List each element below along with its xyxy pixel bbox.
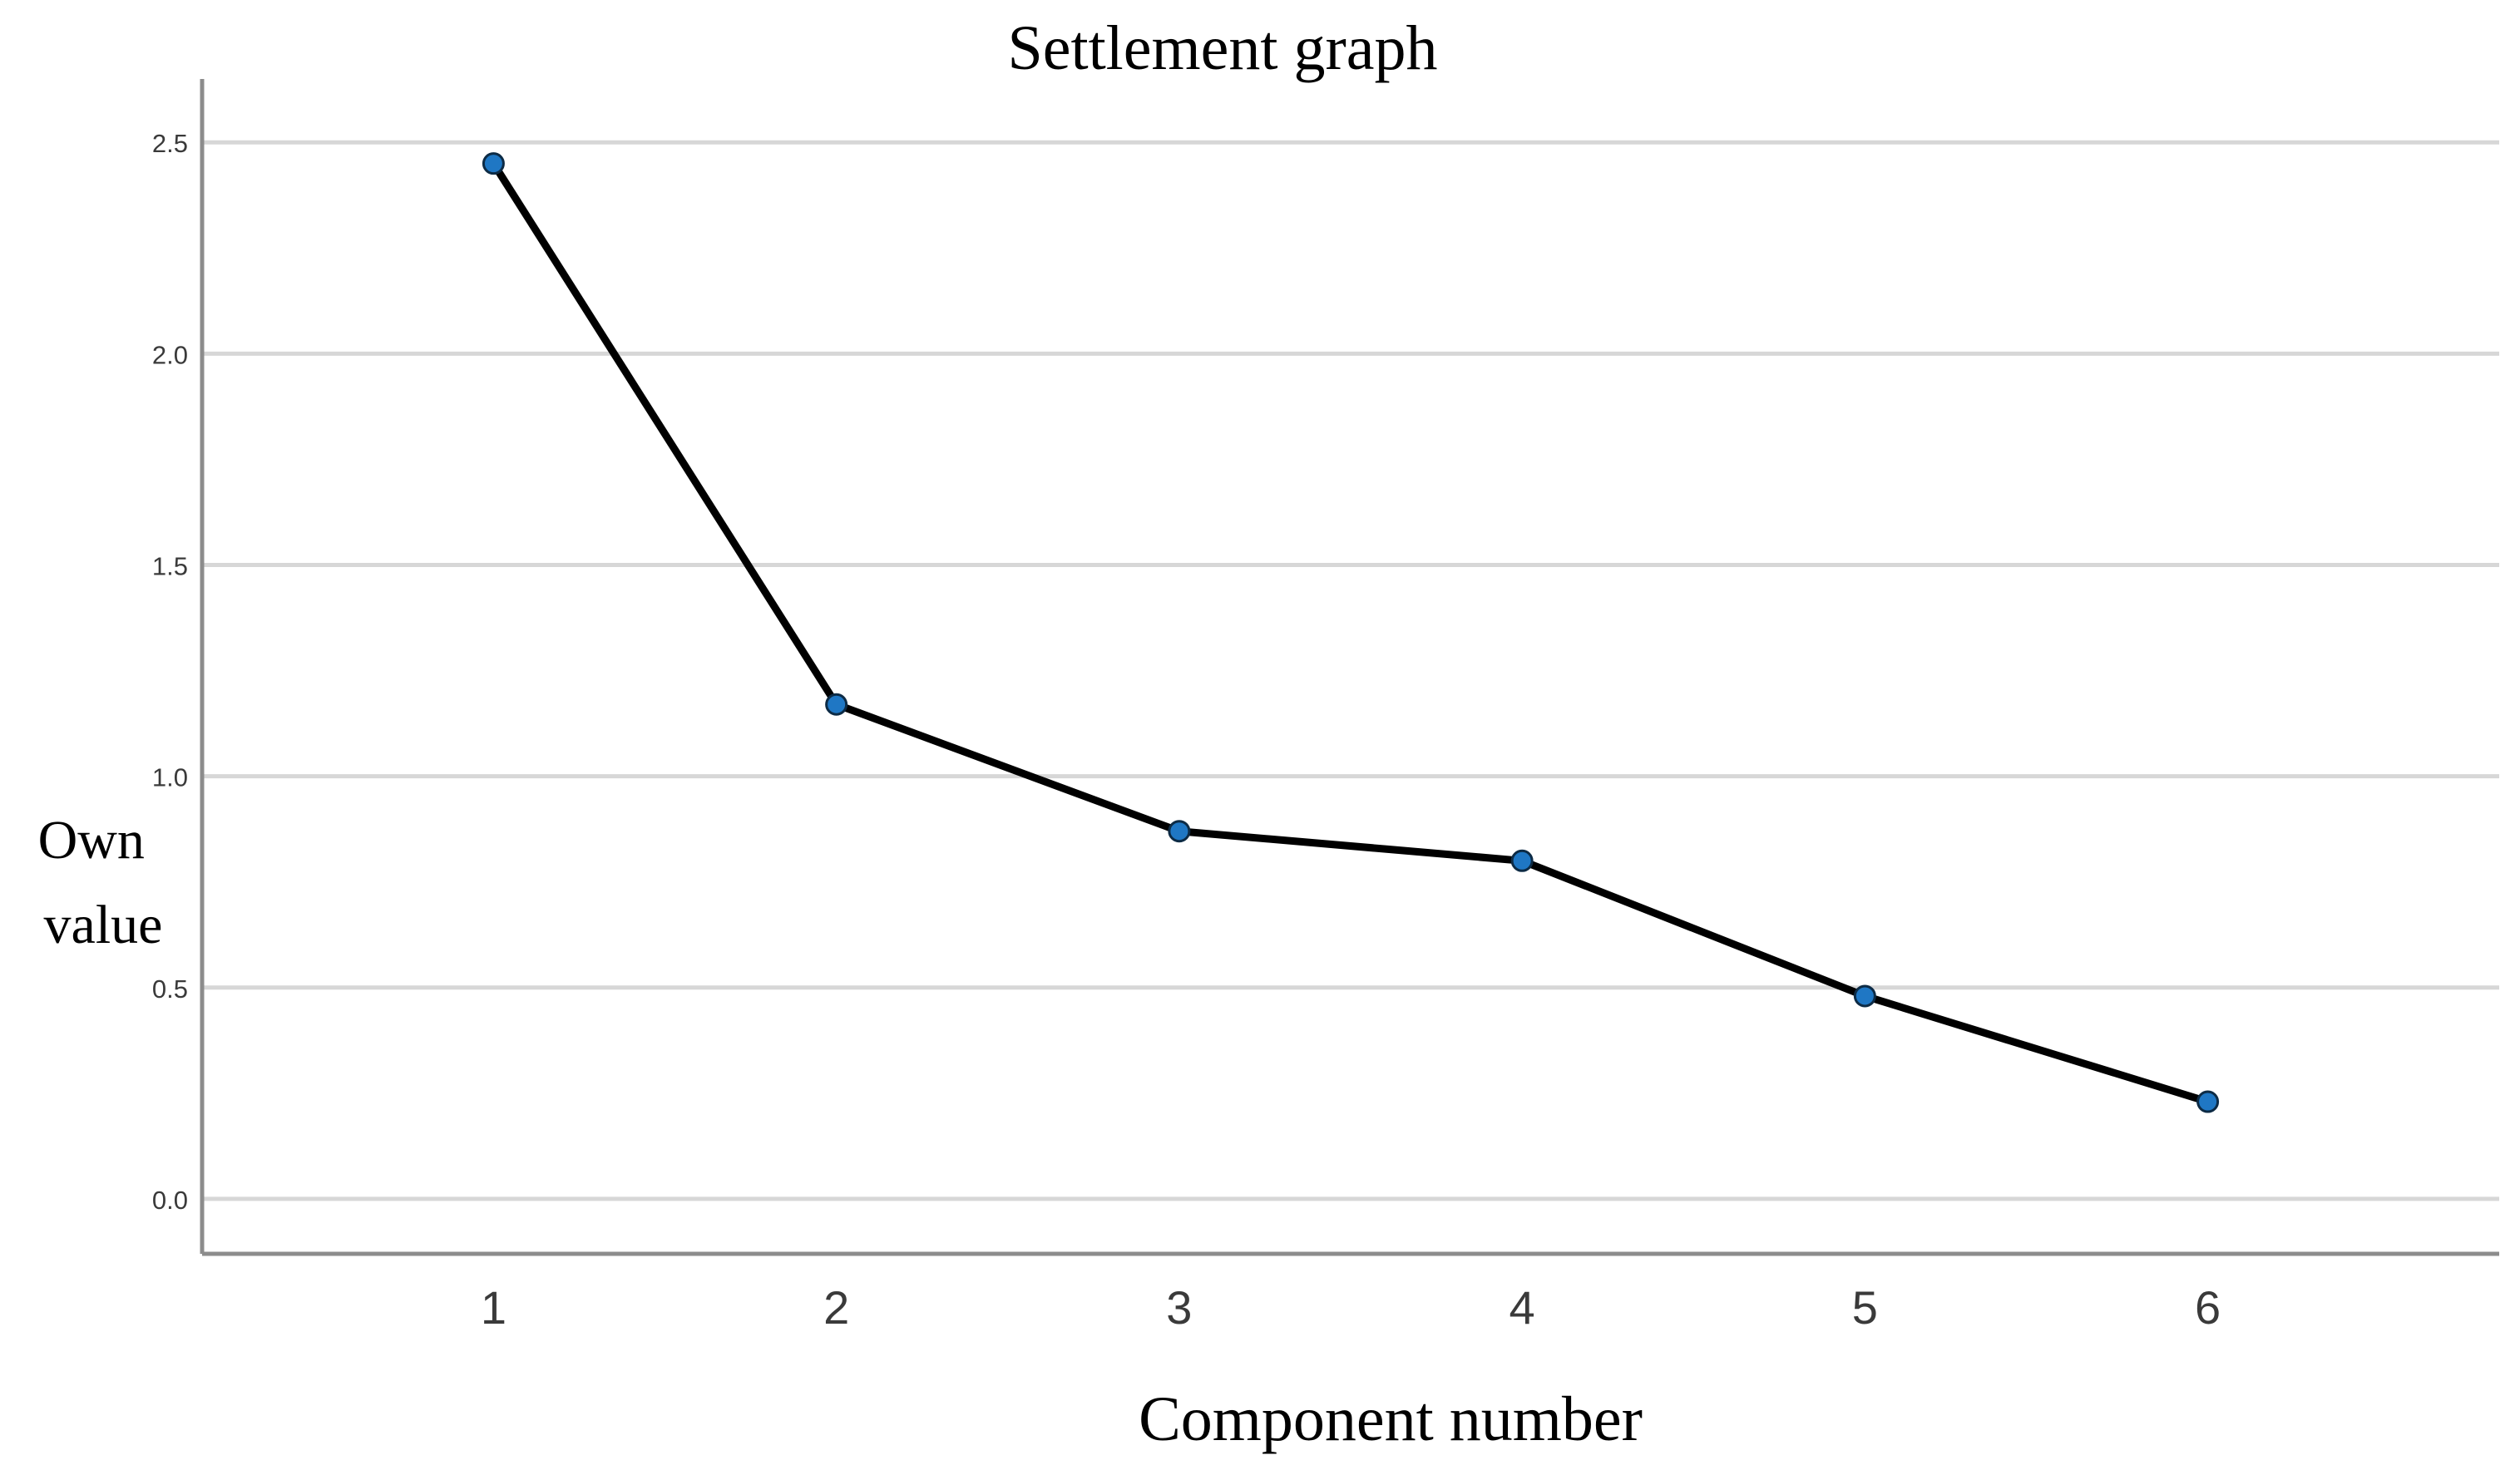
data-point (1853, 984, 1876, 1008)
y-tick-label: 2.5 (152, 129, 188, 158)
y-tick-label: 0.5 (152, 974, 188, 1004)
x-tick-label: 1 (481, 1281, 506, 1334)
y-axis-label-line-2: value (44, 895, 163, 955)
data-point (2196, 1090, 2220, 1113)
gridlines (202, 140, 2499, 1201)
x-tick-label: 6 (2195, 1281, 2221, 1334)
x-axis-tick-labels: 1 2 3 4 5 6 (481, 1281, 2221, 1334)
y-tick-label: 1.5 (152, 552, 188, 581)
x-tick-label: 3 (1166, 1281, 1192, 1334)
data-point (825, 693, 848, 716)
y-axis-tick-labels: 0.0 0.5 1.0 1.5 2.0 2.5 (152, 129, 188, 1215)
chart-title: Settlement graph (1007, 13, 1437, 83)
y-tick-label: 2.0 (152, 340, 188, 369)
y-tick-label: 1.0 (152, 763, 188, 792)
series-line-group (489, 160, 2212, 1106)
x-tick-label: 2 (823, 1281, 849, 1334)
x-tick-label: 4 (1510, 1281, 1535, 1334)
y-axis-label-line-1: Own (38, 810, 145, 871)
axes (200, 79, 2499, 1256)
data-point (1168, 820, 1191, 843)
x-tick-label: 5 (1852, 1281, 1878, 1334)
data-point (482, 152, 505, 175)
y-tick-label: 0.0 (152, 1186, 188, 1215)
y-axis-label: Own value (38, 810, 163, 955)
data-point (1510, 849, 1534, 872)
series-points-group (482, 152, 2220, 1113)
series-line (489, 160, 2212, 1106)
x-axis-label: Component number (1139, 1384, 1643, 1454)
